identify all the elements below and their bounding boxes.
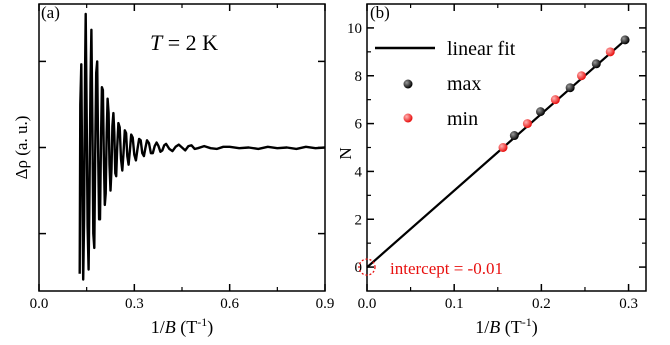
oscillation-line [78, 12, 326, 281]
x-tick-label: 0.3 [125, 296, 144, 312]
y-tick-label: 6 [355, 117, 363, 133]
point-max [620, 35, 630, 45]
legend-label-min: min [447, 108, 478, 130]
legend-label-fit: linear fit [447, 38, 516, 60]
point-min [522, 119, 532, 129]
point-max [565, 83, 575, 93]
y-tick-label: 8 [355, 69, 363, 85]
x-tick-label: 0.1 [445, 296, 464, 312]
panel-label-b: (b) [370, 3, 390, 22]
x-tick-label: 0.3 [619, 296, 638, 312]
y-axis-label-a: Δρ (a. u.) [12, 116, 31, 180]
x-tick-label: 0.0 [358, 296, 377, 312]
legend-label-max: max [447, 73, 481, 95]
y-axis-label-b: N [336, 147, 355, 159]
point-min [550, 95, 560, 105]
y-tick-label: 2 [355, 212, 363, 228]
intercept-marker [358, 258, 376, 276]
y-tick-label: 4 [355, 164, 363, 180]
x-axis-label-b: 1/B (T-1) [475, 315, 538, 338]
point-max [509, 131, 519, 141]
temperature-annotation: T = 2 K [150, 30, 218, 55]
point-min [605, 47, 615, 57]
point-max [591, 59, 601, 69]
point-min [576, 71, 586, 81]
x-axis-label-a: 1/B (T-1) [151, 315, 214, 338]
legend-marker-max [403, 79, 413, 89]
legend-marker-min [403, 113, 413, 123]
x-tick-label: 0.6 [220, 296, 239, 312]
x-tick-label: 0.0 [30, 296, 49, 312]
point-max [536, 107, 546, 117]
panel-label-a: (a) [41, 3, 60, 22]
panel-a: 0.0 0.3 0.6 0.9 (a) T = 2 K 1/B (T-1) Δρ (a. u.… [12, 3, 334, 338]
x-tick-label: 0.9 [316, 296, 335, 312]
point-min [498, 143, 508, 152]
linear-fit-line [366, 37, 628, 269]
y-tick-label: 0 [355, 260, 363, 276]
y-tick-label: 10 [347, 21, 362, 37]
x-tick-label: 0.2 [532, 296, 551, 312]
intercept-annotation: intercept = -0.01 [390, 259, 503, 278]
panel-b: 0.0 0.1 0.2 0.3 0 2 4 6 8 10 intercept = -0.01 (b) l… [336, 3, 647, 338]
